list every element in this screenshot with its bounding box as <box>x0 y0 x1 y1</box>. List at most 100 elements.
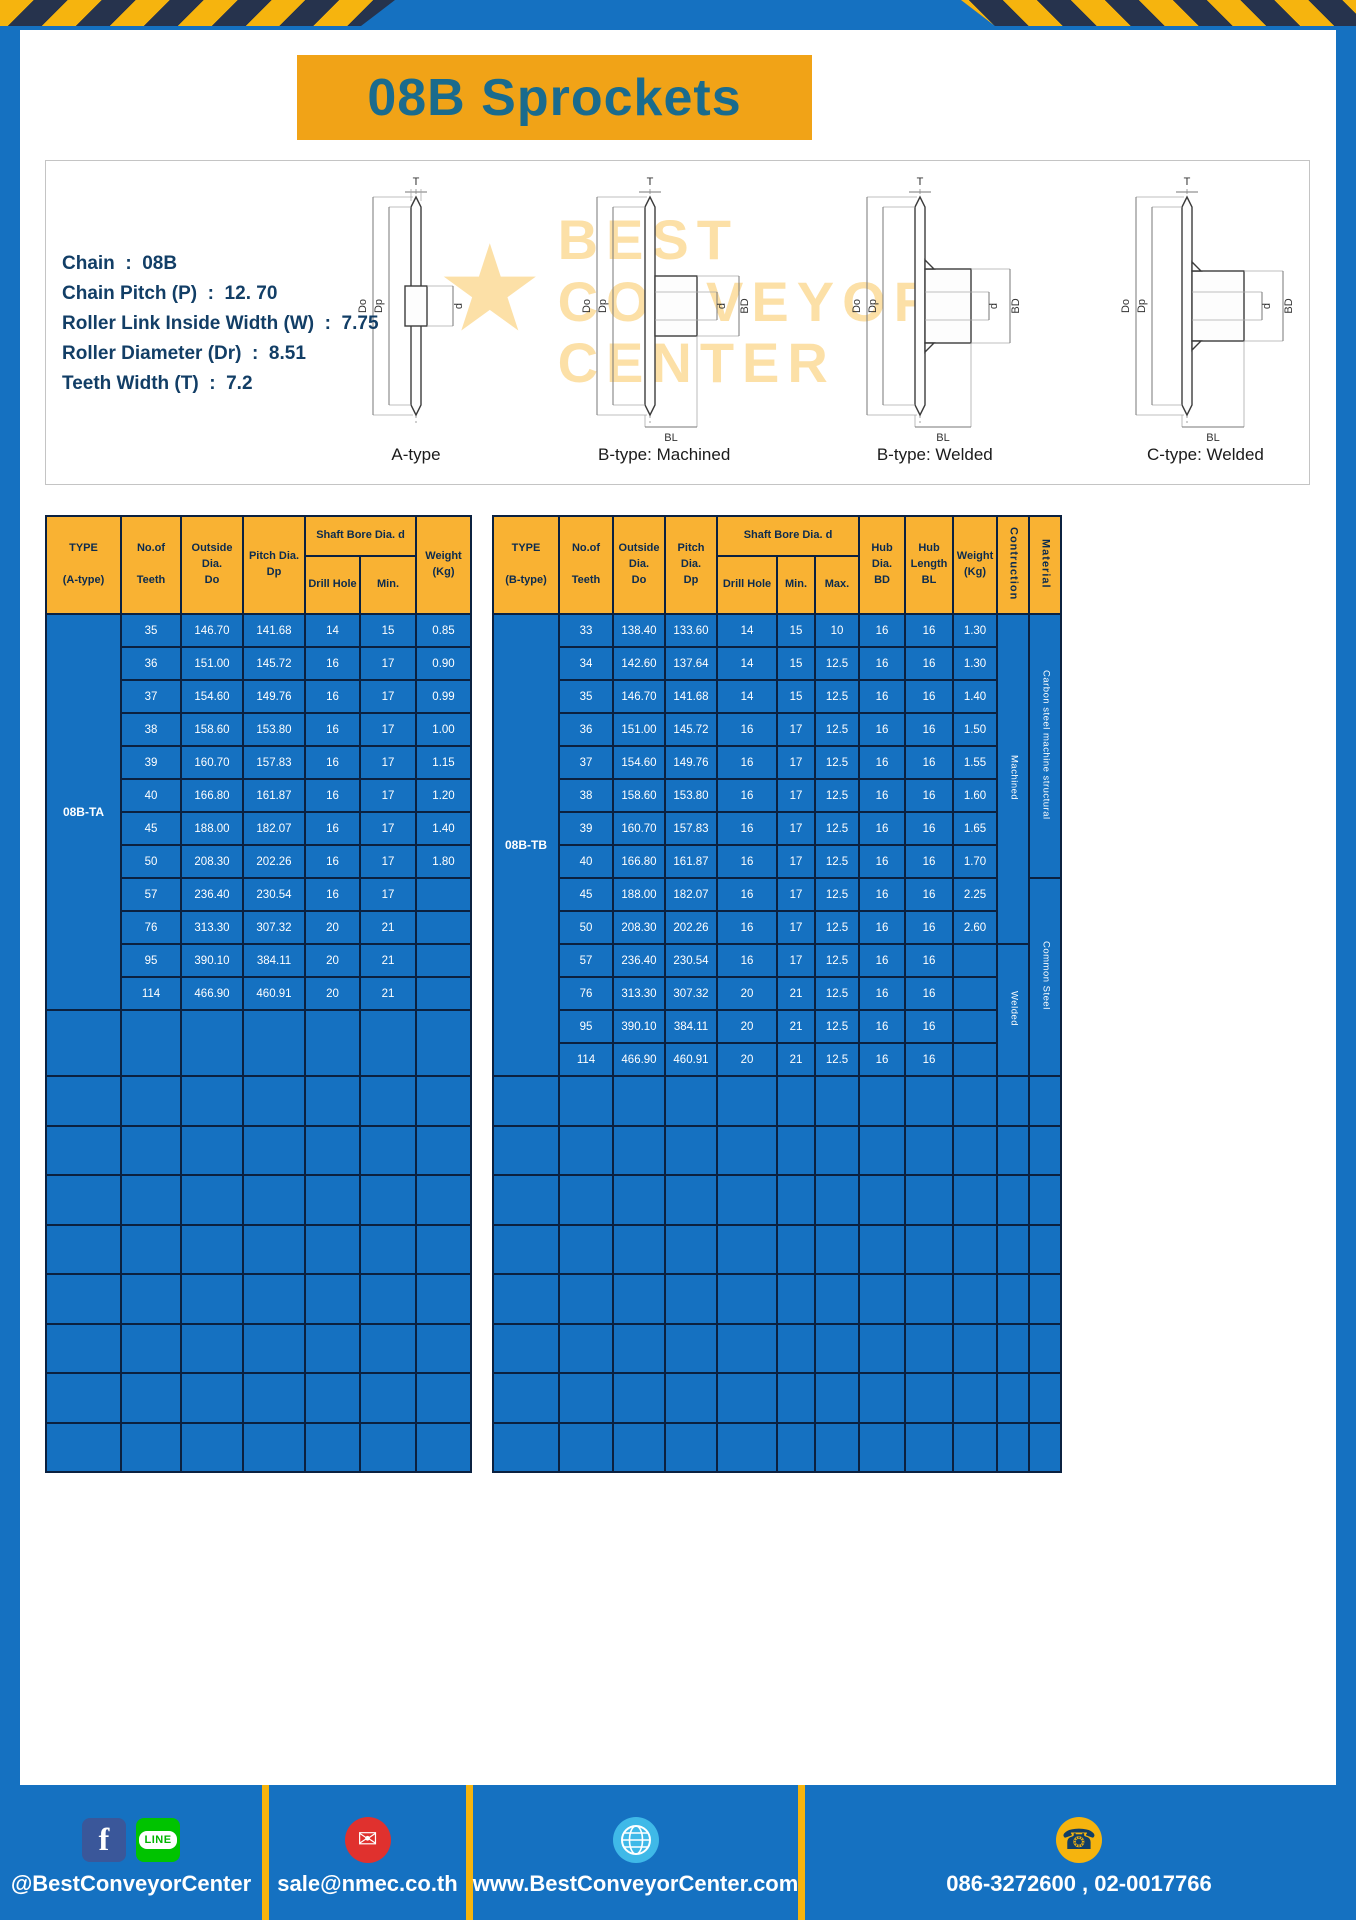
table-cell: 12.5 <box>813 712 861 747</box>
table-cell: 12.5 <box>813 1042 861 1077</box>
table-row-empty <box>45 1075 472 1127</box>
table-cell <box>180 1223 244 1275</box>
table-cell <box>1028 1124 1063 1176</box>
table-cell: 17 <box>776 712 816 747</box>
table-cell <box>304 1075 361 1127</box>
table-cell: 36 <box>558 712 614 747</box>
table-cell <box>304 1372 361 1424</box>
table-cell: 38 <box>558 778 614 813</box>
table-row: 38 158.60 153.80 16 17 1.00 <box>46 712 472 747</box>
table-cell <box>664 1223 718 1275</box>
svg-text:Do: Do <box>357 299 369 313</box>
table-cell: 37 <box>558 745 614 780</box>
table-cell: 384.11 <box>664 1009 718 1044</box>
table-cell: 21 <box>359 943 417 978</box>
table-cell: 153.80 <box>242 712 306 747</box>
svg-text:d: d <box>453 303 465 309</box>
table-cell: 17 <box>359 679 417 714</box>
table-cell: 17 <box>776 811 816 846</box>
globe-icon[interactable] <box>612 1816 659 1863</box>
footer-social-handle[interactable]: @BestConveyorCenter <box>10 1870 252 1896</box>
table-cell <box>120 1372 182 1424</box>
footer-email-text[interactable]: sale@nmec.co.th <box>277 1870 458 1896</box>
table-cell <box>45 1421 122 1473</box>
table-row-empty <box>492 1075 1063 1127</box>
table-row-empty <box>492 1273 1063 1325</box>
svg-text:Do: Do <box>1120 299 1132 313</box>
footer-phone-numbers[interactable]: 086-3272600 , 02-0017766 <box>946 1870 1212 1896</box>
table-cell <box>359 1372 417 1424</box>
table-cell: 16 <box>304 679 361 714</box>
table-cell <box>45 1372 122 1424</box>
table-cell <box>612 1124 666 1176</box>
table-cell: 166.80 <box>180 778 244 813</box>
table-b-body: 08B-TB 33 138.40 133.60 14 15 10 16 16 1.30 Machin… <box>492 613 1063 1473</box>
table-cell <box>952 1273 999 1325</box>
table-cell <box>904 1273 955 1325</box>
phone-icon[interactable]: ☎ <box>1056 1816 1102 1863</box>
table-cell <box>776 1174 816 1226</box>
table-cell: 16 <box>858 910 907 945</box>
footer-website-text[interactable]: www.BestConveyorCenter.com <box>472 1870 799 1896</box>
spec-roller-width: Roller Link Inside Width (W) : 7.75 <box>62 313 379 334</box>
table-cell <box>304 1009 361 1077</box>
caption-b-type-welded: B-type: Welded <box>876 445 993 464</box>
table-row: 08B-TB 33 138.40 133.60 14 15 10 16 16 1.30 Machin… <box>492 613 1063 1077</box>
table-b-header-outside-dia: Outside Dia. Do <box>612 515 666 615</box>
table-cell: 16 <box>904 976 955 1011</box>
footer-divider <box>798 1785 805 1920</box>
table-cell <box>813 1372 861 1424</box>
table-cell: 37 <box>120 679 182 714</box>
table-cell: 45 <box>558 877 614 912</box>
table-cell <box>904 1124 955 1176</box>
table-cell <box>415 1174 472 1226</box>
table-cell <box>492 1421 560 1473</box>
table-cell <box>996 1124 1031 1176</box>
table-cell: 141.68 <box>664 679 718 714</box>
line-icon[interactable]: LINE <box>136 1817 180 1862</box>
table-cell: 16 <box>716 877 778 912</box>
catalog-page: 08B Sprockets ★ BEST CONVEYOR CENTER Cha… <box>20 30 1336 1785</box>
table-cell <box>359 1174 417 1226</box>
table-cell: 16 <box>858 712 907 747</box>
svg-text:Dp: Dp <box>867 299 879 313</box>
email-icon[interactable]: ✉ <box>344 1816 391 1863</box>
table-row: 114 466.90 460.91 20 21 12.5 16 16 <box>493 1042 1061 1077</box>
table-cell <box>558 1273 614 1325</box>
table-cell: 12.5 <box>813 910 861 945</box>
table-b-header-hub-length: Hub Length BL <box>904 515 955 615</box>
table-cell: 16 <box>904 679 955 714</box>
table-cell: 1.20 <box>415 778 472 813</box>
table-row: 50 208.30 202.26 16 17 12.5 16 16 2.60 <box>493 910 1061 945</box>
table-cell <box>415 1372 472 1424</box>
table-cell <box>776 1124 816 1176</box>
globe-glyph <box>620 1824 651 1855</box>
table-cell <box>813 1174 861 1226</box>
table-cell: 34 <box>558 646 614 681</box>
spec-block: Chain : 08B Chain Pitch (P) : 12. 70 Rol… <box>62 253 379 403</box>
table-cell: 1.60 <box>952 778 999 813</box>
table-cell: 1.30 <box>952 646 999 681</box>
table-cell <box>612 1421 666 1473</box>
table-cell <box>858 1322 907 1374</box>
table-cell: 158.60 <box>180 712 244 747</box>
svg-text:Do: Do <box>851 299 863 313</box>
table-cell: 146.70 <box>612 679 666 714</box>
table-cell <box>1028 1174 1063 1226</box>
table-cell: 16 <box>858 976 907 1011</box>
table-cell: 12.5 <box>813 844 861 879</box>
table-cell: 16 <box>716 745 778 780</box>
table-cell <box>664 1273 718 1325</box>
drawing-a-type: T Do Dp <box>341 171 491 465</box>
table-cell <box>120 1273 182 1325</box>
table-cell: 137.64 <box>664 646 718 681</box>
table-row-empty <box>45 1009 472 1077</box>
table-a-header-type: TYPE (A-type) <box>45 515 122 615</box>
table-row: 36 151.00 145.72 16 17 12.5 16 16 1.50 <box>493 712 1061 747</box>
facebook-icon[interactable]: f <box>82 1817 126 1862</box>
table-cell: 20 <box>716 1042 778 1077</box>
table-cell: 161.87 <box>664 844 718 879</box>
table-cell: 16 <box>904 712 955 747</box>
table-cell <box>813 1322 861 1374</box>
table-cell: 12.5 <box>813 778 861 813</box>
